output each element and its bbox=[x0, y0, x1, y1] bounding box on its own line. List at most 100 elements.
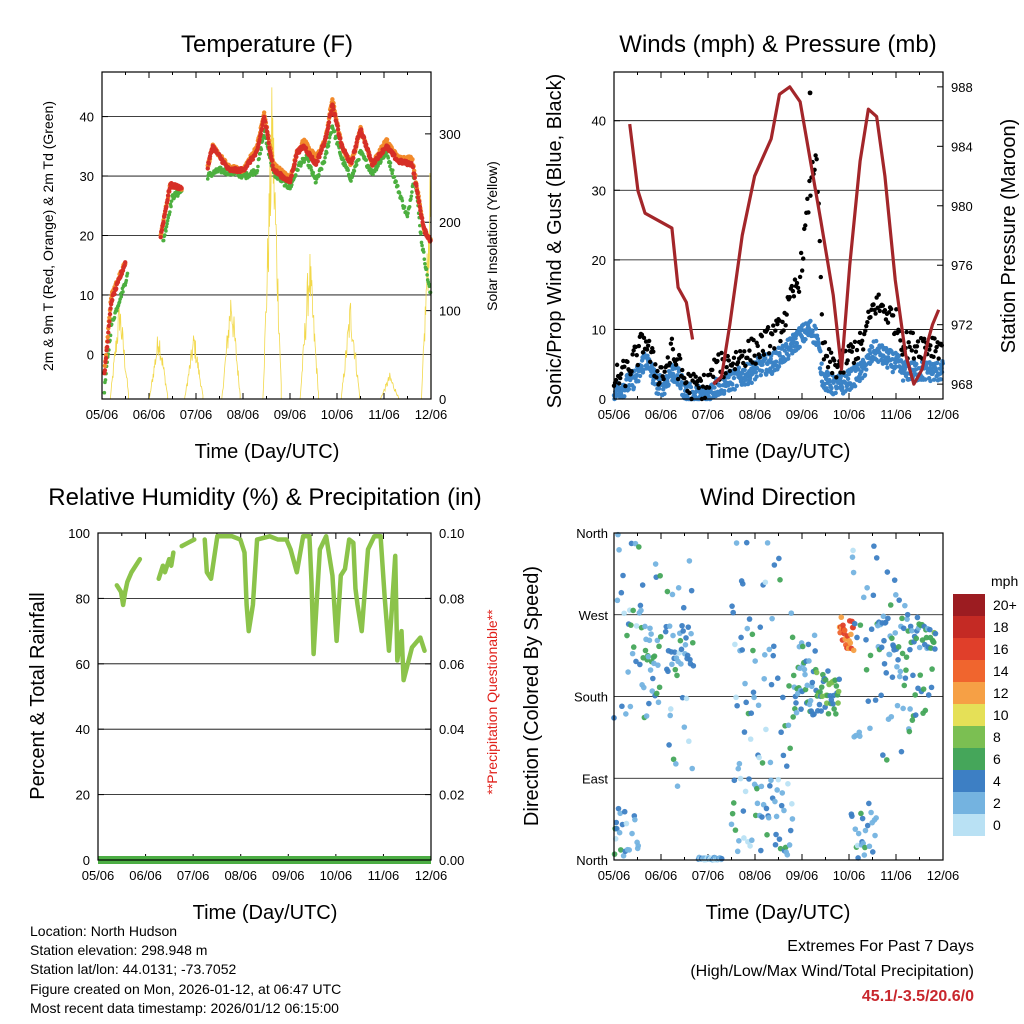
temperature-point bbox=[270, 163, 275, 168]
wind-direction-point bbox=[907, 646, 913, 653]
wind-direction-point bbox=[688, 587, 695, 594]
wind-point bbox=[883, 345, 889, 351]
temperature-point bbox=[288, 177, 293, 182]
wind-point bbox=[852, 383, 858, 389]
gust-point bbox=[880, 303, 886, 308]
solar-insolation-line bbox=[148, 336, 169, 400]
wind-point bbox=[869, 344, 875, 350]
wind-direction-point bbox=[807, 697, 814, 704]
temperature-point bbox=[349, 179, 353, 183]
wind-direction-point bbox=[932, 630, 939, 637]
wind-direction-point bbox=[685, 624, 692, 630]
wind-direction-point bbox=[866, 843, 873, 850]
colorbar-swatch bbox=[953, 704, 985, 726]
temperature-point bbox=[331, 126, 335, 131]
wind-point bbox=[717, 383, 723, 388]
gust-point bbox=[834, 375, 839, 380]
wind-direction-point bbox=[780, 694, 786, 701]
wind-direction-point bbox=[866, 800, 872, 807]
wind-direction-point bbox=[635, 842, 642, 849]
wind-direction-point bbox=[740, 808, 747, 814]
temperature-point bbox=[392, 152, 397, 157]
temperature-point bbox=[414, 183, 419, 189]
figure-created: Figure created on Mon, 2026-01-12, at 06… bbox=[30, 980, 342, 997]
gust-point bbox=[687, 390, 692, 396]
wind-direction-point bbox=[649, 688, 656, 694]
wind-direction-point bbox=[817, 689, 823, 695]
temperature-point bbox=[119, 294, 124, 299]
wind-direction-points bbox=[611, 531, 939, 863]
wind-point bbox=[827, 378, 833, 384]
wind-direction-point bbox=[614, 597, 621, 604]
colorbar-tick-label: 2 bbox=[993, 795, 1001, 811]
wind-direction-point bbox=[802, 671, 808, 678]
gust-point bbox=[857, 330, 863, 336]
wind-direction-point bbox=[689, 639, 696, 646]
y-tick-label: South bbox=[574, 690, 608, 705]
wind-direction-point bbox=[647, 667, 654, 673]
wind-direction-point bbox=[772, 798, 778, 805]
wind-direction-point bbox=[617, 847, 624, 853]
gust-point bbox=[936, 356, 941, 361]
temperature-point bbox=[417, 199, 422, 204]
wind-direction-point bbox=[666, 623, 673, 629]
gust-point bbox=[675, 376, 681, 382]
temperature-point bbox=[259, 126, 265, 132]
station-latlon: Station lat/lon: 44.0131; -73.7052 bbox=[30, 961, 237, 978]
gust-point bbox=[855, 355, 861, 361]
wind-point bbox=[732, 387, 737, 392]
wind-point bbox=[688, 384, 694, 390]
gust-point bbox=[822, 340, 828, 345]
wind-direction-point bbox=[768, 777, 774, 784]
temperature-point bbox=[323, 135, 329, 140]
wind-direction-point bbox=[629, 830, 635, 837]
wind-direction-point bbox=[653, 690, 660, 697]
wind-direction-point bbox=[784, 852, 791, 858]
wind-direction-point bbox=[746, 776, 752, 782]
wind-direction-point bbox=[645, 653, 652, 660]
temperature-point bbox=[105, 339, 110, 344]
humidity-frame bbox=[97, 532, 432, 861]
wind-direction-point bbox=[744, 625, 751, 632]
wind-direction-point bbox=[680, 628, 686, 634]
y-tick-label: 40 bbox=[76, 722, 90, 737]
temperature-point bbox=[169, 204, 173, 209]
wind-point bbox=[750, 371, 755, 377]
gust-point bbox=[623, 383, 628, 389]
x-tick-label: 08/06 bbox=[227, 407, 260, 422]
x-tick-label: 11/06 bbox=[368, 407, 400, 422]
wind-direction-point bbox=[889, 674, 896, 680]
wind-direction-point bbox=[688, 630, 694, 637]
temperature-point bbox=[341, 158, 346, 162]
wind-direction-point bbox=[783, 763, 790, 769]
temperature-point bbox=[419, 231, 423, 236]
wind-direction-point bbox=[793, 700, 799, 706]
wind-direction-point bbox=[774, 675, 781, 681]
solar-insolation-line bbox=[299, 254, 319, 400]
gust-point bbox=[928, 343, 933, 348]
temperature-point bbox=[303, 145, 309, 151]
wind-direction-point bbox=[670, 632, 676, 639]
direction-xlabel: Time (Day/UTC) bbox=[706, 902, 851, 924]
gust-point bbox=[645, 343, 651, 348]
temperature-point bbox=[319, 167, 324, 172]
temperature-point bbox=[390, 171, 394, 176]
temperature-point bbox=[322, 160, 327, 165]
gust-point bbox=[634, 352, 639, 358]
y-tick-label: 60 bbox=[76, 657, 90, 672]
humidity-ylabel-right: **Precipitation Questionable** bbox=[484, 609, 500, 795]
wind-point bbox=[823, 376, 829, 382]
wind-direction-point bbox=[896, 597, 902, 603]
gust-point bbox=[622, 364, 627, 369]
gust-point bbox=[806, 210, 811, 215]
y-tick-label: East bbox=[582, 771, 608, 786]
wind-direction-point bbox=[625, 669, 631, 675]
temperature-point bbox=[317, 173, 321, 177]
wind-point bbox=[754, 374, 759, 379]
y2-tick-label: 968 bbox=[951, 377, 973, 392]
temperature-point bbox=[257, 137, 262, 142]
wind-direction-point bbox=[750, 689, 757, 696]
wind-direction-point bbox=[899, 650, 906, 657]
temperature-point bbox=[250, 157, 256, 162]
